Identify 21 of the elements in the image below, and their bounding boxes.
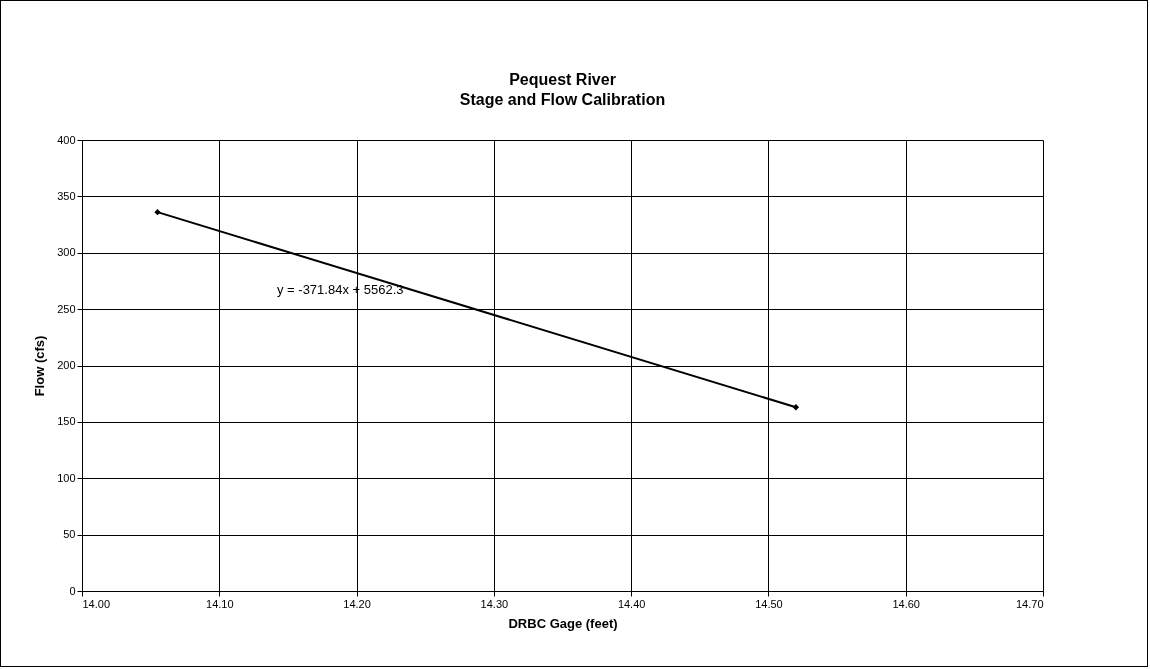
x-tick-label: 14.20 [343, 597, 371, 610]
y-tick-label: 100 [57, 471, 76, 484]
y-tick-label: 250 [57, 302, 76, 315]
y-tick-label: 150 [57, 415, 76, 428]
y-tick-label: 350 [57, 189, 76, 202]
y-tick-label: 200 [57, 359, 76, 371]
x-tick-label: 14.60 [892, 597, 920, 610]
chart-subtitle: Stage and Flow Calibration [459, 91, 666, 108]
y-tick-label: 0 [69, 584, 76, 597]
y-tick-label: 50 [63, 528, 76, 541]
y-tick-label: 400 [57, 133, 76, 146]
x-axis-title: DRBC Gage (feet) [508, 615, 618, 631]
x-tick-label: 14.00 [82, 597, 111, 610]
chart-title: Pequest River [509, 71, 616, 88]
y-tick-label: 300 [57, 246, 76, 259]
y-axis-title: Flow (cfs) [32, 335, 48, 397]
x-tick-label: 14.70 [1015, 597, 1044, 610]
x-tick-label: 14.40 [617, 597, 646, 610]
x-tick-label: 14.30 [480, 597, 509, 610]
x-tick-label: 14.50 [755, 597, 783, 610]
x-tick-label: 14.10 [206, 597, 234, 610]
